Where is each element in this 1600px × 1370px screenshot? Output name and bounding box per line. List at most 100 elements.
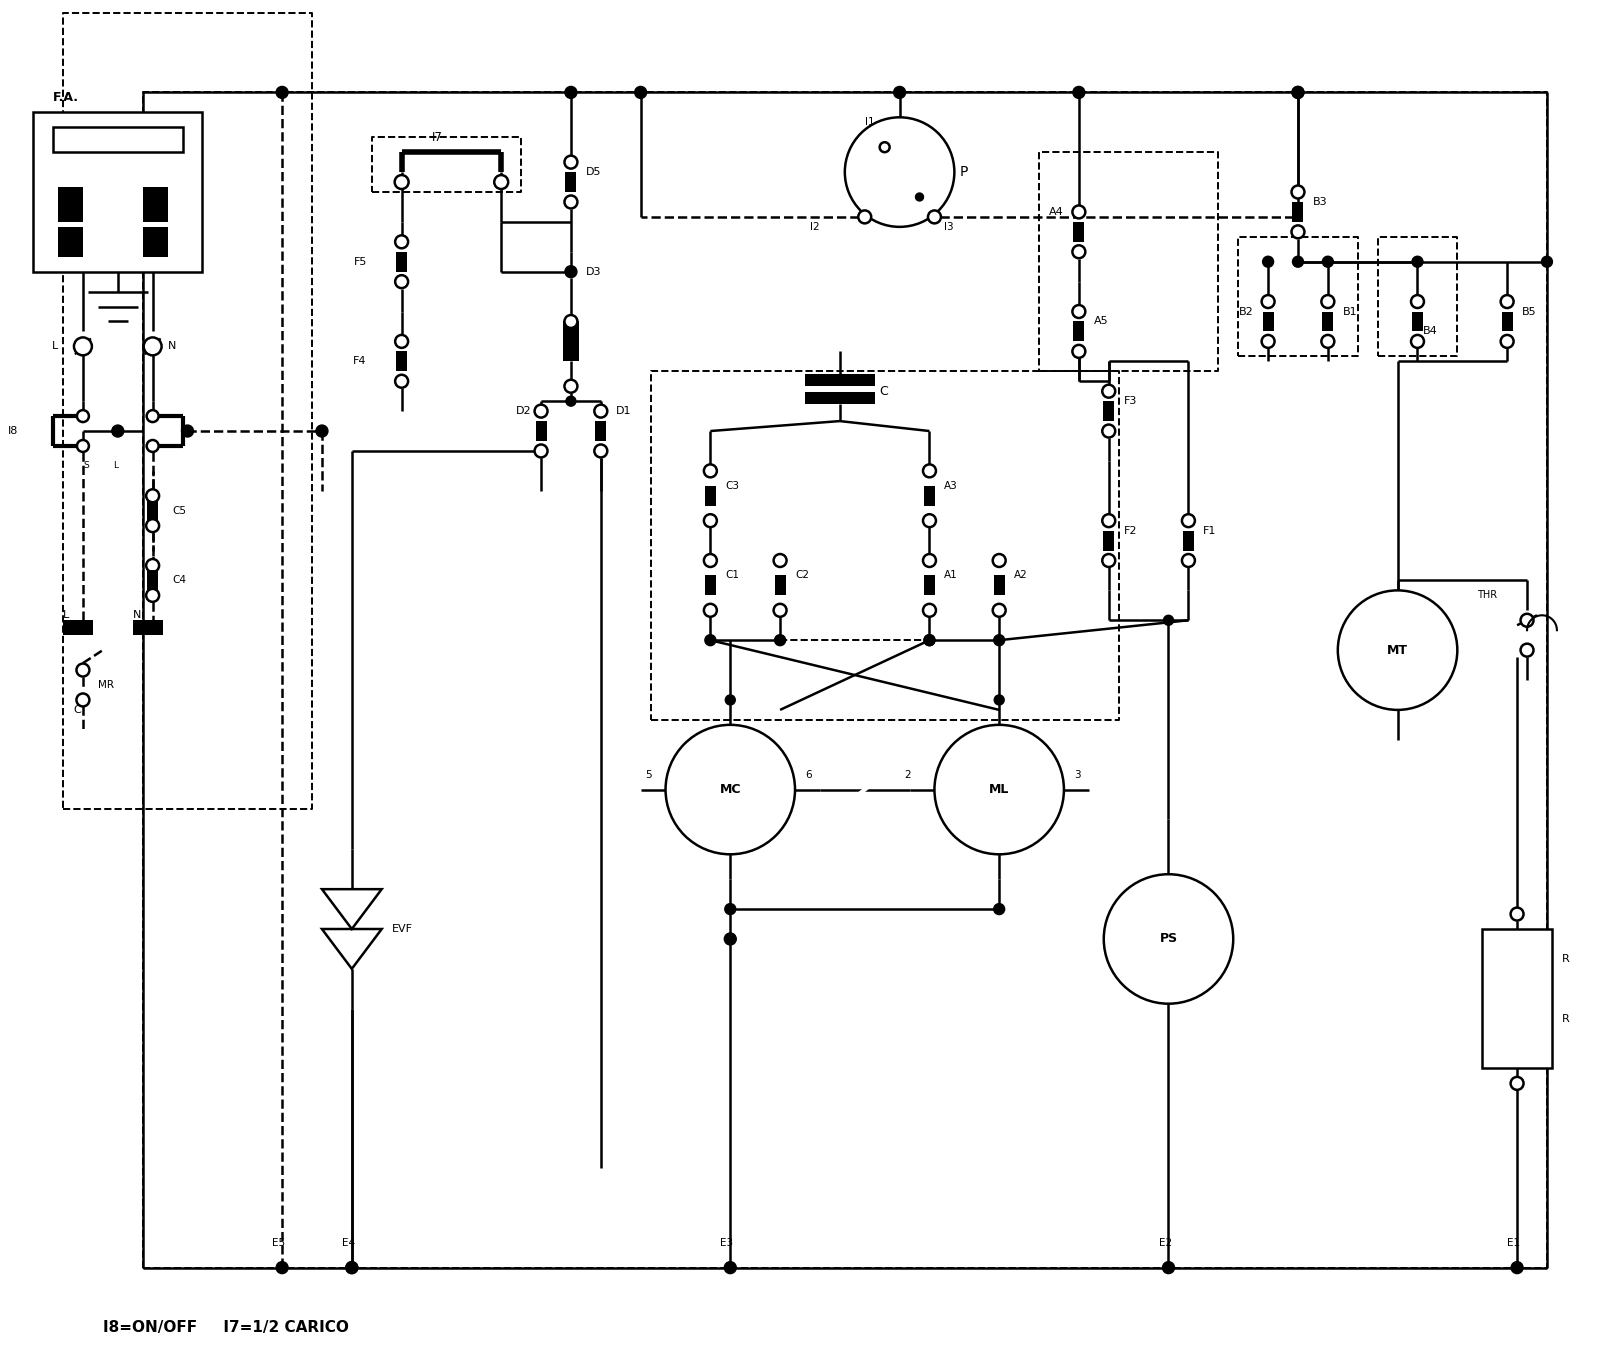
Circle shape: [704, 514, 717, 527]
Text: MC: MC: [720, 784, 741, 796]
Circle shape: [146, 589, 158, 601]
Circle shape: [1262, 295, 1275, 308]
Text: P: P: [960, 166, 968, 179]
Bar: [1074, 322, 1085, 341]
Text: E4: E4: [342, 1237, 355, 1248]
Circle shape: [565, 196, 578, 208]
Circle shape: [494, 175, 509, 189]
Text: S: S: [83, 462, 88, 470]
Circle shape: [1102, 425, 1115, 437]
Text: A1: A1: [944, 570, 958, 581]
Text: B3: B3: [1314, 197, 1328, 207]
Text: I7: I7: [432, 130, 442, 144]
Bar: [34, 112, 203, 271]
Circle shape: [1072, 245, 1085, 258]
Circle shape: [845, 118, 954, 227]
Bar: [1104, 401, 1114, 421]
Text: THR: THR: [1477, 590, 1498, 600]
Circle shape: [1291, 86, 1304, 99]
Circle shape: [880, 142, 890, 152]
Circle shape: [74, 337, 91, 355]
Text: B1: B1: [1342, 307, 1357, 316]
Circle shape: [923, 634, 934, 645]
Circle shape: [1322, 256, 1333, 267]
Bar: [147, 501, 158, 521]
Bar: [53, 127, 182, 152]
Circle shape: [1182, 553, 1195, 567]
Text: E1: E1: [1507, 1237, 1520, 1248]
Bar: [1104, 530, 1114, 551]
Bar: [706, 575, 715, 596]
Text: C2: C2: [795, 570, 810, 581]
Text: R: R: [1562, 954, 1570, 964]
Circle shape: [1072, 206, 1085, 218]
Circle shape: [395, 334, 408, 348]
Circle shape: [395, 275, 408, 288]
Circle shape: [146, 559, 158, 571]
Bar: [142, 227, 168, 256]
Circle shape: [923, 604, 936, 616]
Text: N: N: [168, 341, 176, 351]
Bar: [805, 392, 875, 404]
Circle shape: [1510, 907, 1523, 921]
Circle shape: [1293, 256, 1304, 267]
Circle shape: [1163, 615, 1173, 625]
Circle shape: [725, 1262, 736, 1274]
Bar: [1482, 929, 1552, 1069]
Circle shape: [992, 553, 1006, 567]
Bar: [563, 322, 579, 362]
Circle shape: [774, 553, 787, 567]
Circle shape: [147, 440, 158, 452]
Circle shape: [915, 193, 923, 201]
Text: MR: MR: [98, 680, 114, 690]
Text: I2: I2: [810, 222, 819, 232]
Circle shape: [725, 695, 736, 706]
Circle shape: [146, 489, 158, 503]
Circle shape: [1541, 256, 1552, 267]
Text: EVF: EVF: [392, 923, 413, 934]
Bar: [706, 486, 715, 506]
Text: I3: I3: [944, 222, 954, 232]
Bar: [142, 188, 168, 222]
Text: F3: F3: [1123, 396, 1138, 406]
Circle shape: [1411, 295, 1424, 308]
Text: 5: 5: [646, 770, 653, 780]
Circle shape: [1262, 256, 1274, 267]
Circle shape: [925, 636, 934, 645]
Circle shape: [1102, 385, 1115, 397]
Circle shape: [1104, 874, 1234, 1004]
Circle shape: [923, 553, 936, 567]
Circle shape: [346, 1262, 358, 1274]
Text: C1: C1: [725, 570, 739, 581]
Circle shape: [147, 410, 158, 422]
Text: I8: I8: [8, 426, 18, 436]
Bar: [397, 351, 406, 371]
Circle shape: [666, 725, 795, 855]
Circle shape: [1322, 295, 1334, 308]
Text: E3: E3: [720, 1237, 733, 1248]
Circle shape: [704, 464, 717, 477]
Circle shape: [315, 425, 328, 437]
Circle shape: [994, 634, 1005, 645]
Circle shape: [1072, 306, 1085, 318]
Circle shape: [934, 725, 1064, 855]
Circle shape: [1262, 334, 1275, 348]
Text: MT: MT: [1387, 644, 1408, 656]
Text: C3: C3: [725, 481, 739, 490]
Text: R: R: [1562, 1014, 1570, 1023]
Circle shape: [1520, 644, 1533, 656]
Text: 6: 6: [805, 770, 811, 780]
Circle shape: [1411, 334, 1424, 348]
Bar: [774, 575, 786, 596]
Text: F4: F4: [354, 356, 366, 366]
Circle shape: [1510, 1077, 1523, 1091]
Text: E5: E5: [272, 1237, 285, 1248]
Bar: [397, 252, 406, 271]
Text: PS: PS: [1160, 933, 1178, 945]
Circle shape: [992, 604, 1006, 616]
Circle shape: [1291, 86, 1304, 99]
Text: L: L: [51, 341, 58, 351]
Circle shape: [1291, 185, 1304, 199]
Circle shape: [1413, 256, 1422, 267]
Text: B2: B2: [1238, 307, 1253, 316]
